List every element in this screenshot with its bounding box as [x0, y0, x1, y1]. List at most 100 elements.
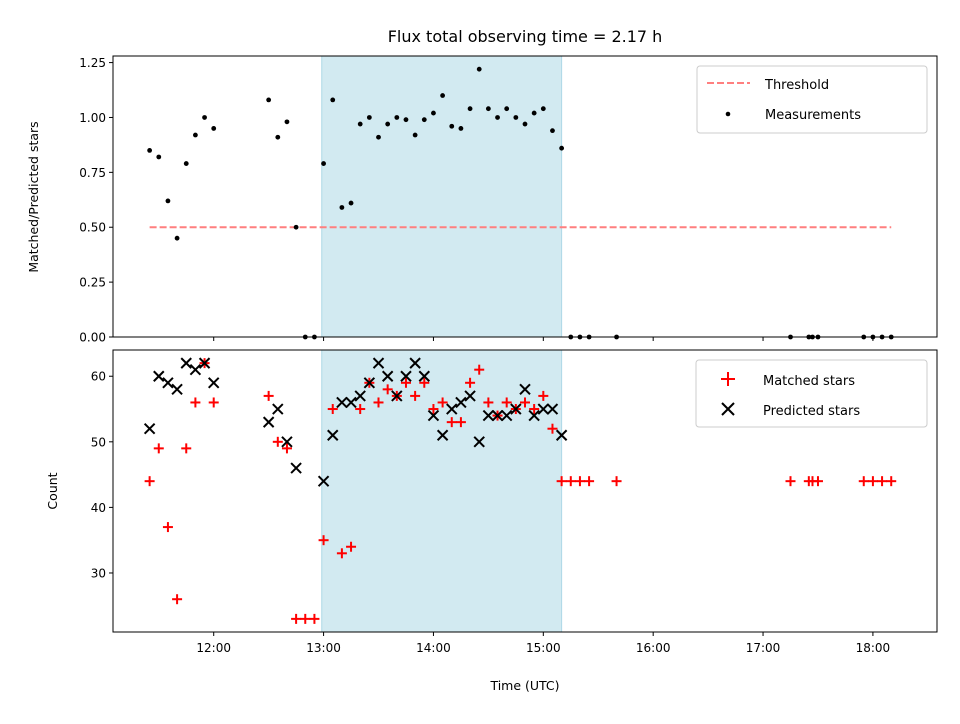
- x-tick-label: 17:00: [746, 641, 781, 655]
- measurement-point: [476, 66, 482, 72]
- predicted-star-point: [180, 357, 192, 369]
- matched-star-point: [584, 476, 595, 487]
- predicted-star-point: [171, 383, 183, 396]
- matched-star-point: [529, 404, 540, 415]
- measurement-point: [147, 147, 153, 153]
- measurement-point: [522, 121, 528, 127]
- predicted-star-point: [482, 409, 495, 422]
- predicted-star-point: [446, 403, 458, 415]
- measurement-point: [174, 235, 180, 241]
- measurement-point: [211, 126, 217, 131]
- matched-star-point: [858, 476, 869, 487]
- matched-star-point: [538, 390, 549, 401]
- y-tick-label: 0.00: [79, 331, 106, 345]
- predicted-star-point: [345, 396, 357, 409]
- measurement-point: [458, 126, 464, 131]
- matched-star-point: [520, 397, 530, 408]
- matched-star-point: [483, 397, 494, 408]
- legend-predicted-swatch: [721, 402, 735, 416]
- top-legend: Threshold Measurements: [696, 65, 928, 134]
- top-highlight-span: [321, 55, 563, 338]
- y-tick-label: 0.25: [79, 276, 106, 290]
- y-tick-label: 30: [91, 566, 106, 580]
- predicted-star-point: [153, 370, 165, 382]
- measurement-point: [284, 119, 290, 125]
- chart-title: Flux total observing time = 2.17 h: [388, 27, 663, 46]
- matched-star-point: [419, 377, 430, 388]
- matched-star-point: [355, 404, 366, 415]
- matched-star-point: [382, 384, 393, 395]
- x-axis-label: Time (UTC): [489, 678, 559, 693]
- matched-star-point: [812, 476, 823, 487]
- predicted-star-point: [491, 409, 504, 422]
- bottom-y-axis-label: Count: [45, 472, 60, 509]
- measurement-point: [202, 115, 207, 120]
- measurement-point: [495, 115, 500, 120]
- matched-star-point: [428, 404, 439, 415]
- measurement-point: [440, 93, 445, 98]
- top-x-ticks: [213, 337, 874, 341]
- predicted-star-point: [391, 390, 403, 402]
- legend-measurements-swatch: [725, 111, 731, 117]
- matched-star-point: [785, 476, 796, 487]
- matched-star-point: [465, 377, 476, 388]
- matched-star-point: [263, 390, 274, 401]
- y-tick-label: 0.75: [79, 166, 106, 180]
- measurement-point: [357, 121, 363, 127]
- predicted-star-point: [427, 409, 440, 422]
- measurement-point: [504, 106, 510, 112]
- measurement-point: [293, 224, 299, 230]
- x-tick-label: 16:00: [636, 641, 671, 655]
- matched-star-point: [281, 443, 292, 454]
- bottom-axes-frame: [112, 349, 938, 633]
- matched-star-point: [574, 476, 585, 487]
- predicted-star-point: [519, 383, 531, 396]
- y-tick-label: 1.25: [79, 56, 106, 70]
- matched-star-point: [336, 548, 347, 559]
- predicted-star-point: [281, 436, 293, 448]
- count-points: [143, 357, 897, 624]
- measurement-point: [156, 154, 162, 160]
- measurement-point: [165, 198, 171, 204]
- predicted-star-point: [363, 377, 376, 389]
- predicted-star-point: [290, 462, 302, 474]
- predicted-star-point: [473, 436, 485, 448]
- predicted-star-point: [327, 429, 339, 441]
- matched-star-point: [886, 476, 897, 487]
- predicted-star-point: [400, 370, 412, 382]
- top-legend-box: [696, 65, 928, 134]
- measurement-point: [550, 128, 555, 134]
- legend-measurements-label: Measurements: [765, 108, 861, 123]
- measurement-point: [531, 110, 537, 116]
- predicted-star-point: [272, 403, 284, 415]
- measurement-point: [330, 97, 336, 103]
- matched-star-point: [400, 377, 411, 388]
- predicted-star-point: [510, 403, 522, 415]
- matched-star-point: [877, 476, 888, 487]
- predicted-star-point: [317, 475, 330, 487]
- legend-matched-label: Matched stars: [763, 374, 855, 389]
- measurement-point: [467, 106, 473, 112]
- y-tick-label: 60: [91, 370, 106, 384]
- measurement-point: [183, 161, 189, 166]
- bottom-x-ticks: 12:00 13:00 14:00 15:00 16:00 17:00 18:00: [196, 632, 890, 655]
- measurement-point: [421, 117, 427, 123]
- measurement-point: [321, 161, 326, 166]
- matched-star-point: [547, 423, 558, 434]
- top-panel: 0.00 0.25 0.50 0.75 1.00 1.25 Matched/Predict…: [26, 55, 938, 345]
- matched-star-point: [867, 476, 878, 487]
- observing-span: [321, 55, 563, 338]
- x-tick-label: 14:00: [416, 641, 451, 655]
- measurement-points: [147, 66, 894, 340]
- predicted-star-point: [198, 357, 211, 369]
- predicted-star-point: [336, 396, 348, 409]
- matched-star-point: [272, 436, 283, 447]
- x-tick-label: 18:00: [856, 641, 891, 655]
- matched-star-point: [153, 443, 164, 454]
- matched-star-point: [437, 397, 448, 408]
- measurement-point: [485, 106, 491, 112]
- top-y-ticks: 0.00 0.25 0.50 0.75 1.00 1.25: [79, 56, 113, 345]
- matched-star-point: [346, 541, 357, 552]
- legend-matched-swatch: [721, 372, 735, 386]
